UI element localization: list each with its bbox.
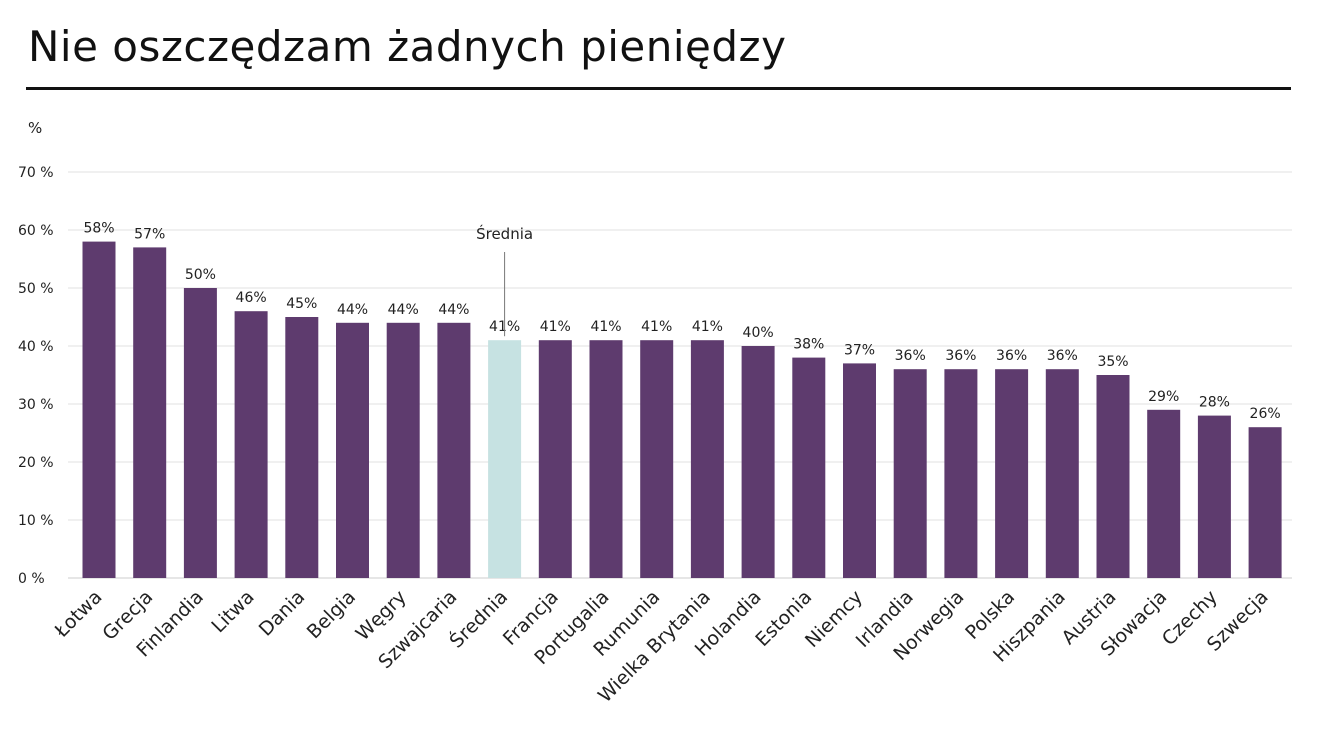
bar-czechy: [1197, 415, 1231, 578]
bar-słowacja: [1147, 409, 1181, 578]
bar-portugalia: [589, 340, 623, 578]
value-label: 29%: [1148, 389, 1179, 405]
bar-średnia: [488, 340, 522, 578]
bar-hiszpania: [1045, 369, 1079, 578]
value-label: 28%: [1199, 395, 1230, 411]
value-labels: 58% 57%50%46% 45% 44% 44% 44%41% 41% 41% 41% 41% 4…: [83, 221, 1280, 423]
bar-norwegia: [944, 369, 978, 578]
value-label: 26%: [1250, 406, 1281, 422]
page-title: Nie oszczędzam żadnych pieniędzy: [28, 22, 787, 71]
value-label: 44%: [337, 302, 368, 318]
value-label: 44%: [438, 302, 469, 318]
value-label: 35%: [1097, 354, 1128, 370]
value-label: 46%: [236, 290, 267, 306]
y-tick-label: 40 %: [18, 339, 54, 355]
value-label: 36%: [1047, 348, 1078, 364]
y-tick-label: 20 %: [18, 455, 54, 471]
value-label: 58%: [83, 221, 114, 237]
value-label: 41%: [590, 319, 621, 335]
bar-estonia: [792, 357, 826, 578]
y-tick-label: 0 %: [18, 571, 45, 587]
y-axis-unit-label: %: [28, 119, 42, 137]
value-label: 37%: [844, 342, 875, 358]
bar-irlandia: [893, 369, 927, 578]
value-label: 36%: [945, 348, 976, 364]
value-label: 40%: [743, 325, 774, 341]
bar-belgia: [336, 322, 369, 578]
category-label: Dania: [255, 586, 310, 641]
category-label: Łotwa: [50, 586, 107, 643]
bar-niemcy: [843, 363, 876, 578]
value-label: 50%: [185, 267, 216, 283]
y-tick-label: 50 %: [18, 281, 54, 297]
y-tick-label: 30 %: [18, 397, 54, 413]
bar-szwajcaria: [437, 322, 471, 578]
value-label: 36%: [996, 348, 1027, 364]
value-label: 36%: [895, 348, 926, 364]
y-tick-label: 10 %: [18, 513, 54, 529]
value-label: 41%: [540, 319, 571, 335]
value-label: 41%: [641, 319, 672, 335]
value-label: 45%: [286, 296, 317, 312]
value-label: 41%: [692, 319, 723, 335]
annotations: Średnia: [476, 224, 533, 337]
bar-polska: [995, 369, 1029, 578]
annotation-label: Średnia: [476, 224, 533, 243]
bar-dania: [285, 317, 319, 578]
bar-rumunia: [640, 340, 674, 578]
bar-litwa: [234, 311, 268, 578]
bar-austria: [1096, 375, 1130, 578]
bar-wielka-brytania: [690, 340, 724, 578]
bar-łotwa: [82, 241, 116, 578]
bar-grecja: [133, 247, 167, 578]
gridlines: [68, 171, 1292, 579]
bar-węgry: [386, 322, 420, 578]
value-label: 57%: [134, 226, 165, 242]
category-label: Belgia: [303, 586, 360, 643]
bar-francja: [538, 340, 572, 578]
bar-holandia: [741, 346, 775, 578]
bar-finlandia: [183, 288, 217, 578]
bar-szwecja: [1248, 427, 1282, 578]
y-tick-label: 70 %: [18, 165, 54, 181]
value-label: 44%: [388, 302, 419, 318]
bars: [82, 241, 1282, 578]
title-divider: [26, 87, 1291, 90]
category-label: Litwa: [207, 586, 258, 637]
y-tick-label: 60 %: [18, 223, 54, 239]
value-label: 38%: [793, 337, 824, 353]
y-axis-ticks: 0 % 10 % 20 % 30 % 40 % 50 % 60 % 70 %: [18, 165, 54, 587]
